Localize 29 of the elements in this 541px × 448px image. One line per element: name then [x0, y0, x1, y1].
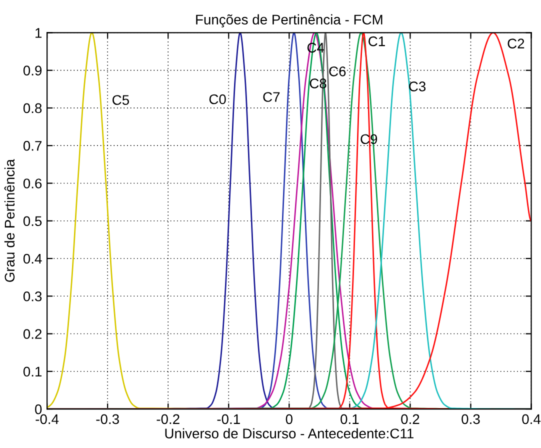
- x-tick-label: -0.2: [156, 414, 180, 424]
- chart-title: Funções de Pertinência - FCM: [196, 14, 382, 28]
- series-label: C2: [508, 38, 524, 48]
- series-label: C1: [368, 36, 385, 46]
- x-tick-label: 0.4: [522, 414, 541, 424]
- x-axis-title: Universo de Discurso - Antecedente:C11: [165, 428, 414, 438]
- y-tick-label: 0.3: [23, 291, 42, 302]
- y-axis-title: Grau de Pertinência: [4, 159, 15, 282]
- y-tick-label: 1: [36, 28, 42, 38]
- y-tick-label: 0.8: [23, 103, 42, 114]
- x-tick-label: 0: [286, 414, 292, 424]
- y-tick-label: 0.9: [23, 66, 42, 76]
- x-tick-label: -0.4: [36, 414, 59, 424]
- x-tick-label: 0.1: [340, 414, 359, 424]
- x-tick-label: 0.2: [401, 414, 420, 424]
- y-tick-label: 0.4: [23, 254, 42, 264]
- series-label: C0: [209, 94, 226, 104]
- y-tick-label: 0.5: [23, 216, 42, 226]
- y-tick-label: 0: [35, 404, 42, 414]
- y-tick-label: 0.7: [23, 140, 42, 151]
- series-label: C7: [263, 92, 280, 102]
- series-label: C5: [112, 95, 129, 105]
- x-tick-label: -0.1: [217, 414, 240, 424]
- y-tick-label: 0.2: [23, 329, 42, 339]
- series-label: C6: [329, 66, 346, 76]
- y-tick-label: 0.1: [23, 366, 42, 377]
- x-tick-label: 0.3: [462, 414, 480, 424]
- x-tick-label: -0.3: [96, 414, 119, 424]
- y-tick-label: 0.6: [23, 178, 42, 188]
